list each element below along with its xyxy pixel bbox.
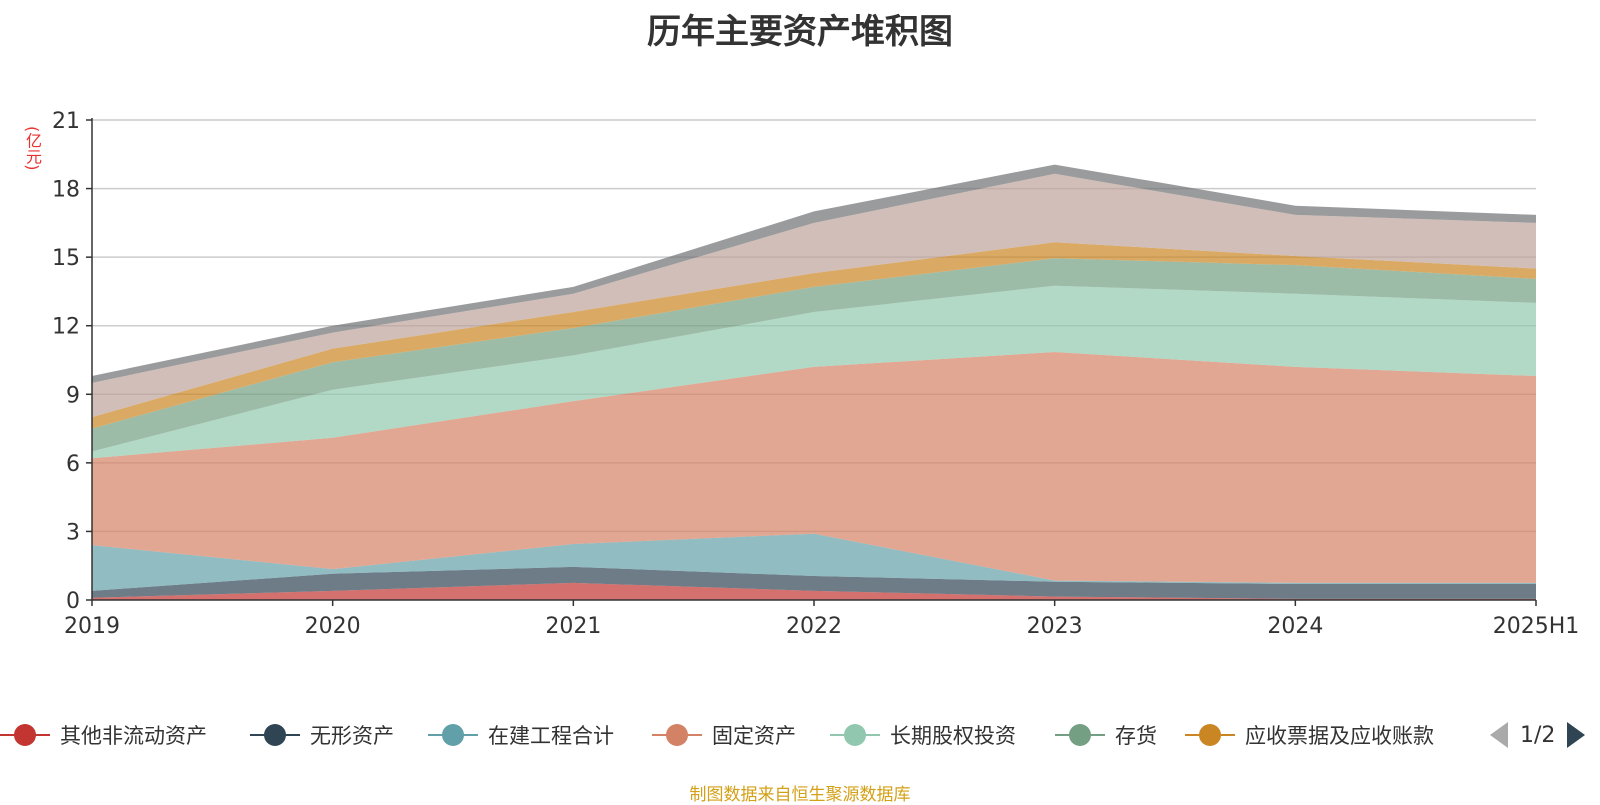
legend-label: 其他非流动资产 (60, 724, 207, 748)
y-tick-label: 21 (52, 109, 80, 134)
legend-marker-icon (250, 718, 300, 752)
legend-item[interactable]: 应收票据及应收账款 (1185, 718, 1434, 752)
axes: 0 3 6 9 12 15 18 21 2019 2020 2021 2022 2023 2024 2025… (52, 109, 1579, 639)
y-axis-unit-label: (亿元) (23, 125, 42, 171)
legend-marker-icon (0, 718, 50, 752)
y-tick-label: 6 (66, 452, 80, 477)
area-series-3 (92, 533, 1536, 591)
chart-title: 历年主要资产堆积图 (647, 12, 953, 52)
area-series-layer (92, 164, 1536, 600)
area-series-1 (92, 582, 1536, 600)
x-tick-label: 2024 (1267, 614, 1323, 639)
x-tick-label: 2022 (786, 614, 842, 639)
x-tick-label: 2023 (1027, 614, 1083, 639)
y-tick-label: 15 (52, 246, 80, 271)
legend-marker-icon (652, 718, 702, 752)
area-series-8 (92, 173, 1536, 418)
data-source-note: 制图数据来自恒生聚源数据库 (689, 785, 911, 805)
y-tick-label: 3 (66, 520, 80, 545)
legend-page-indicator: 1/2 (1520, 722, 1556, 748)
legend-item[interactable]: 其他非流动资产 (0, 718, 207, 752)
x-tick-label: 2019 (64, 614, 120, 639)
legend-marker-icon (428, 718, 478, 752)
area-series-7 (92, 242, 1536, 429)
x-tick-label: 2021 (545, 614, 601, 639)
legend-label: 无形资产 (310, 724, 394, 748)
legend-pager: 1/2 (1490, 718, 1586, 752)
legend-label: 固定资产 (712, 724, 796, 748)
legend-next-page-icon[interactable] (1567, 722, 1586, 748)
legend-item[interactable]: 存货 (1055, 718, 1157, 752)
area-series-2 (92, 566, 1536, 599)
area-series-4 (92, 352, 1536, 583)
legend-item[interactable]: 固定资产 (652, 718, 796, 752)
legend-label: 应收票据及应收账款 (1245, 724, 1434, 748)
y-tick-label: 0 (66, 589, 80, 614)
chart-legend: 其他非流动资产 无形资产 在建工程合计 固定资产 长期股权投资 存货 应收票据及应收账款 (0, 718, 1600, 752)
legend-label: 长期股权投资 (890, 724, 1016, 748)
legend-item[interactable]: 长期股权投资 (830, 718, 1016, 752)
legend-item[interactable]: 在建工程合计 (428, 718, 614, 752)
area-series-5 (92, 285, 1536, 459)
y-tick-label: 18 (52, 178, 80, 203)
legend-marker-icon (1055, 718, 1105, 752)
x-tick-label: 2020 (305, 614, 361, 639)
y-tick-label: 12 (52, 315, 80, 340)
legend-label: 存货 (1115, 724, 1157, 748)
legend-marker-icon (1185, 718, 1235, 752)
legend-label: 在建工程合计 (488, 724, 614, 748)
area-series-6 (92, 258, 1536, 452)
legend-item[interactable]: 无形资产 (250, 718, 394, 752)
y-tick-label: 9 (66, 383, 80, 408)
legend-prev-page-icon[interactable] (1490, 722, 1508, 748)
x-tick-label: 2025H1 (1493, 614, 1580, 639)
legend-marker-icon (830, 718, 880, 752)
